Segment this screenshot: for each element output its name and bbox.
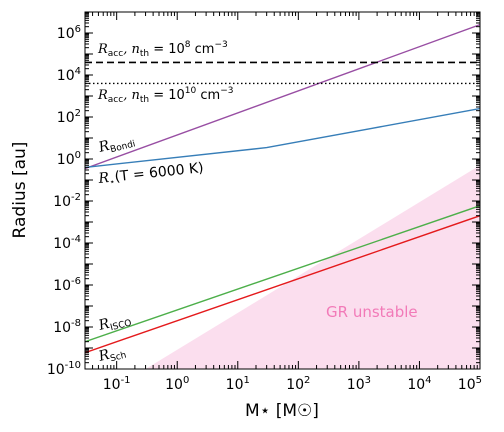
x-tick-label: 100 [165,375,189,393]
x-tick-label: 101 [226,375,250,393]
x-axis-label: M⋆ [M☉] [245,401,319,421]
series-line-1 [85,107,480,169]
rsch-label: RSch [96,343,127,367]
y-tick-label: 10-4 [53,234,81,252]
risco-label: RISCO [96,311,133,337]
gr-unstable-label: GR unstable [326,303,418,321]
y-tick-label: 10-6 [53,276,81,294]
y-tick-label: 104 [57,66,81,84]
x-tick-label: 103 [347,375,371,393]
y-tick-label: 10-8 [53,318,81,336]
y-axis-label: Radius [au] [10,142,30,239]
y-tick-label: 10-10 [47,360,81,378]
racc-1e8-label: Racc, nth = 108 cm−3 [97,40,228,59]
racc-1e10-label: Racc, nth = 1010 cm−3 [97,86,233,105]
y-tick-label: 100 [57,150,81,168]
y-tick-label: 106 [57,24,81,42]
y-tick-label: 102 [57,108,81,126]
x-tick-label: 104 [407,375,431,393]
x-tick-label: 10-1 [103,375,131,393]
x-tick-label: 105 [458,375,482,393]
x-tick-label: 102 [286,375,310,393]
series-line-2 [85,205,480,343]
series-line-0 [85,23,480,170]
series-line-3 [85,215,480,354]
y-tick-label: 10-2 [53,192,81,210]
rbondi-label: RBondi [96,132,136,158]
region-gr-unstable [145,165,480,369]
